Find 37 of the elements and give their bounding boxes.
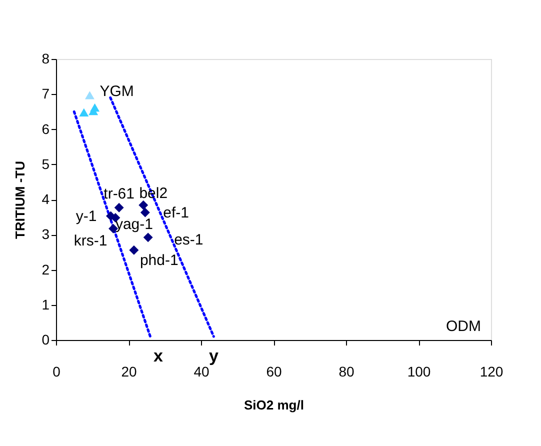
annotation: YGM bbox=[100, 83, 134, 100]
x-tick-label: 60 bbox=[266, 364, 282, 380]
x-tick-label: 20 bbox=[121, 364, 137, 380]
point bbox=[143, 232, 153, 242]
y-tick-label: 0 bbox=[42, 332, 50, 348]
annotation: bel2 bbox=[139, 185, 168, 202]
point bbox=[140, 208, 150, 218]
annotation: es-1 bbox=[174, 231, 204, 248]
y-tick-label: 4 bbox=[42, 191, 50, 207]
x-tick-label: 120 bbox=[480, 364, 504, 380]
annotation: y bbox=[208, 346, 219, 366]
annotation: krs-1 bbox=[74, 232, 108, 250]
annotation: tr-61 bbox=[104, 186, 134, 203]
point bbox=[114, 202, 124, 212]
point bbox=[79, 108, 89, 116]
annotation: y-1 bbox=[76, 208, 97, 226]
annotation: ODM bbox=[446, 318, 481, 335]
y-tick-label: 7 bbox=[42, 86, 50, 102]
y-tick-label: 8 bbox=[42, 50, 50, 66]
y-tick-label: 1 bbox=[42, 296, 50, 312]
x-axis-title: SiO2 mg/l bbox=[244, 398, 304, 412]
point bbox=[129, 245, 139, 255]
x-tick-label: 40 bbox=[194, 364, 210, 380]
point bbox=[138, 200, 148, 210]
annotation: ef-1 bbox=[163, 204, 190, 222]
y-tick-label: 5 bbox=[42, 156, 50, 172]
y-tick-label: 3 bbox=[42, 226, 50, 242]
y-tick-label: 6 bbox=[42, 120, 50, 137]
y-tick-label: 2 bbox=[42, 261, 50, 278]
x-tick-label: 100 bbox=[407, 364, 431, 380]
x-tick-label: 80 bbox=[338, 364, 354, 380]
point bbox=[84, 91, 94, 100]
annotation: yag-1 bbox=[115, 216, 153, 233]
annotation: phd-1 bbox=[140, 252, 178, 270]
x-tick-label: 0 bbox=[52, 364, 61, 380]
annotation: x bbox=[154, 346, 164, 366]
y-axis-title: TRITIUM -TU bbox=[12, 161, 28, 239]
